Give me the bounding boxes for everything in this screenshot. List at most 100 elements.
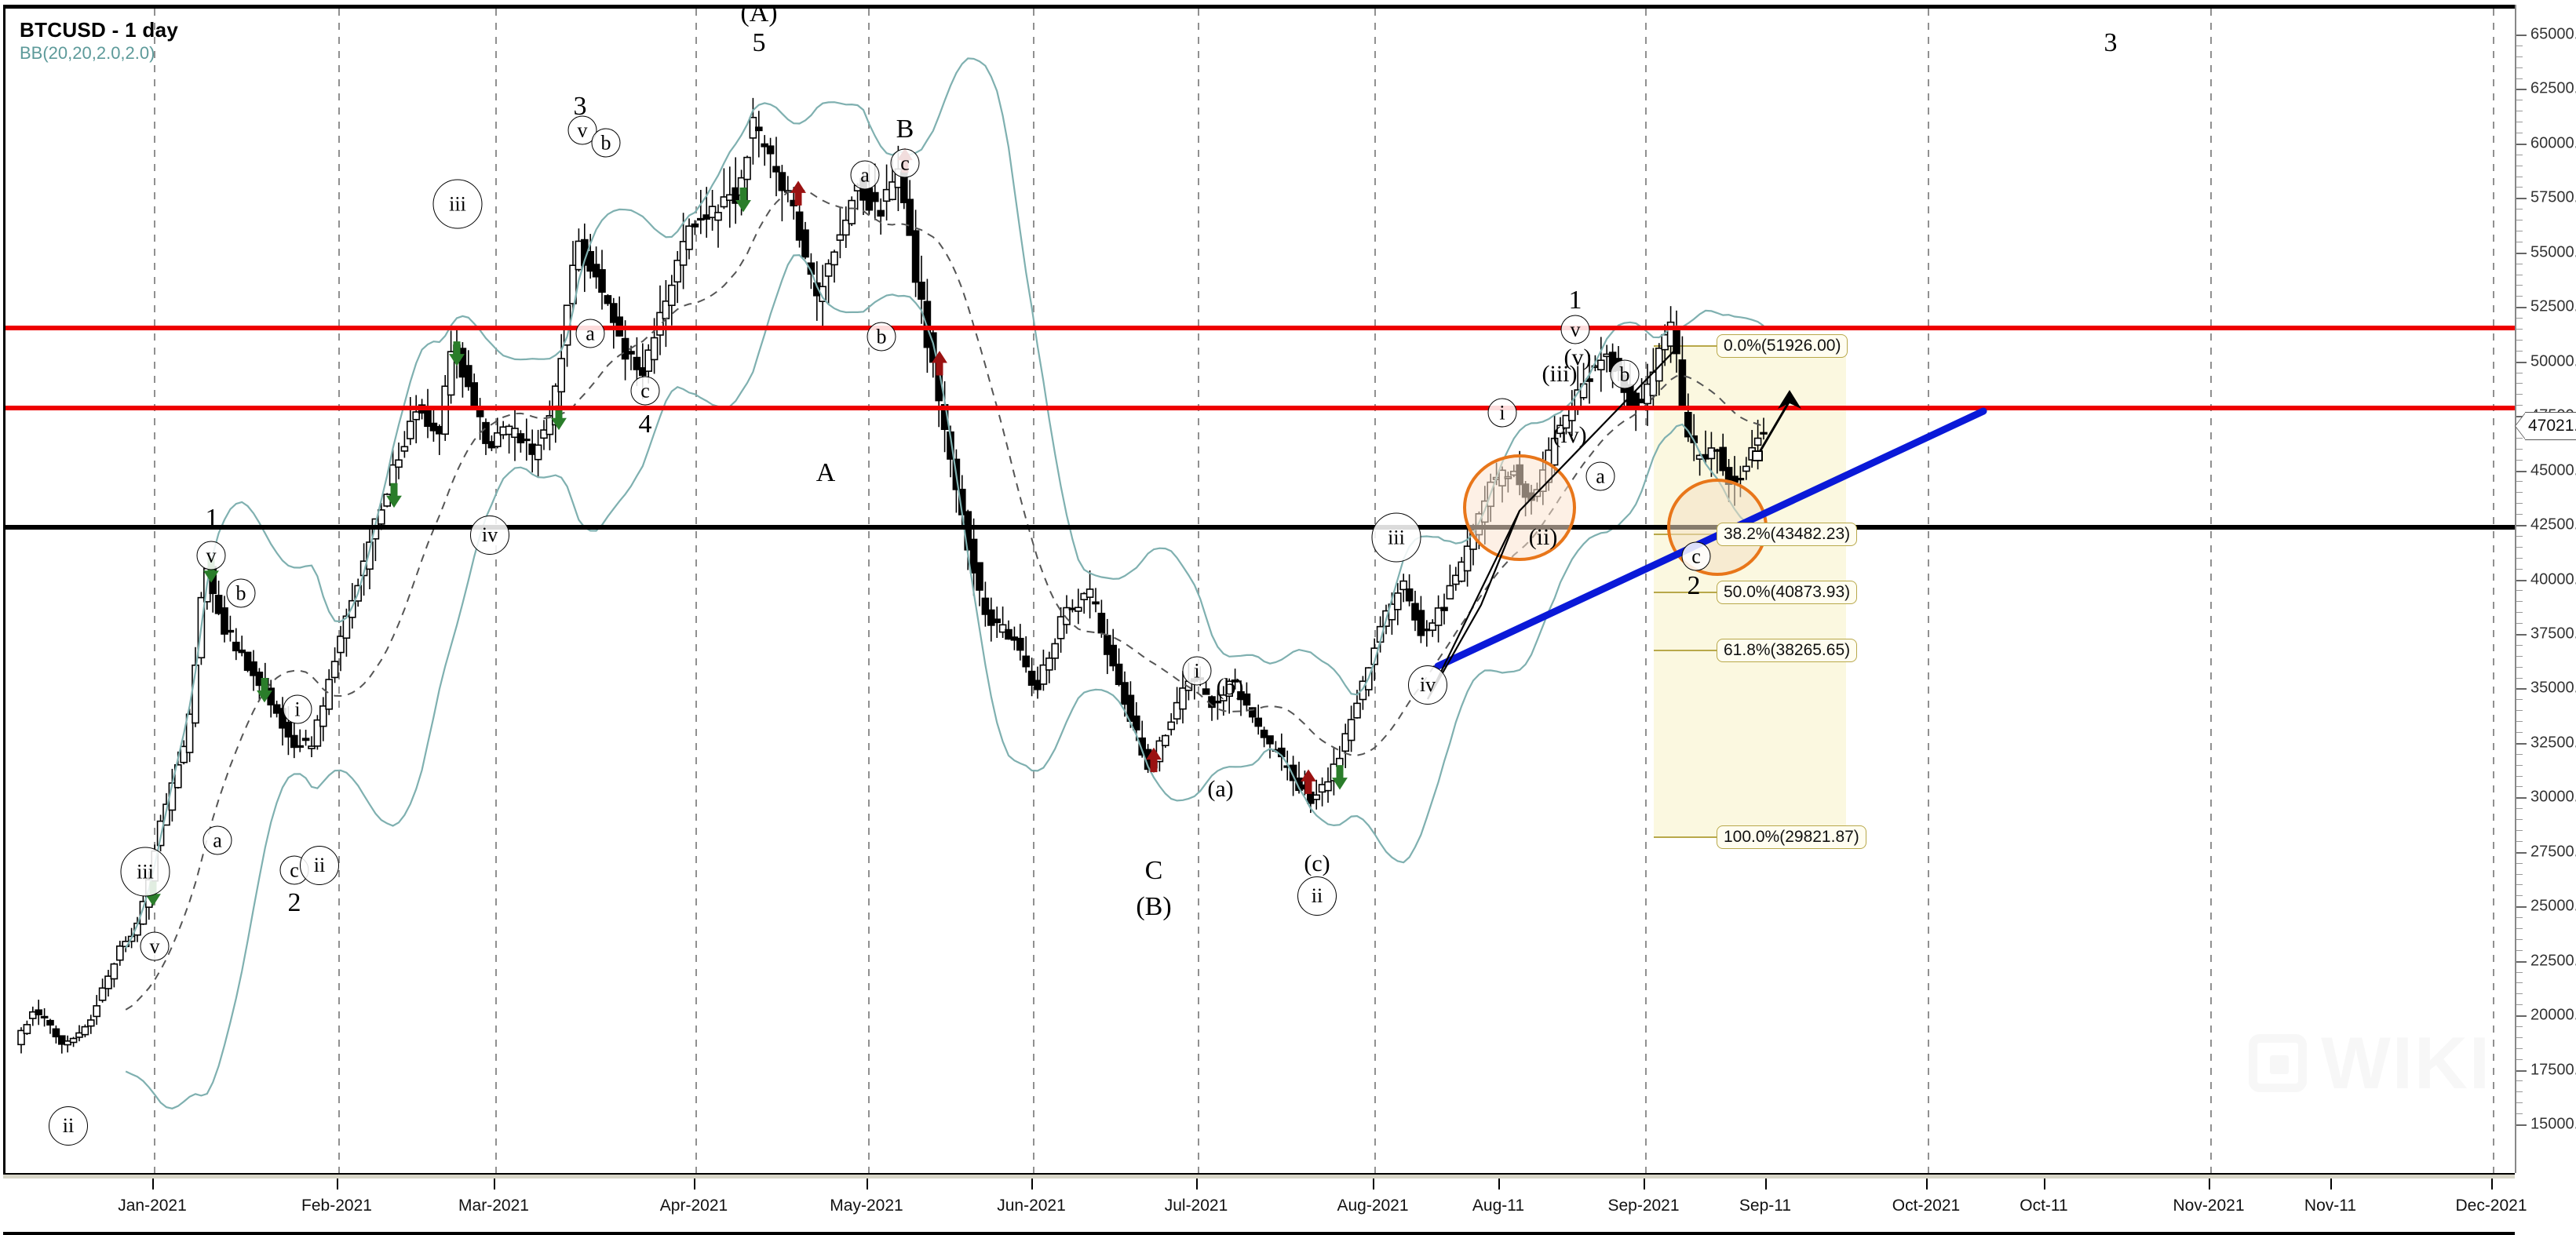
price-minor-tick	[2516, 884, 2523, 886]
price-minor-tick	[2516, 568, 2523, 570]
price-minor-tick	[2516, 329, 2523, 330]
price-tick	[2516, 1015, 2527, 1018]
date-tick-label: Jan-2021	[118, 1197, 187, 1215]
price-minor-tick	[2516, 535, 2523, 537]
price-minor-tick	[2516, 1091, 2523, 1093]
price-minor-tick	[2516, 731, 2523, 733]
price-tick	[2516, 143, 2527, 145]
wave-label-1-40: 1	[1568, 286, 1582, 315]
wave-label-A-25: A	[815, 458, 836, 487]
date-tick-label: Apr-2021	[659, 1197, 728, 1215]
price-tick-label: 20000.00	[2530, 1006, 2576, 1024]
price-tick	[2516, 252, 2527, 254]
current-price-value: 47021.87	[2525, 412, 2576, 441]
annotation-overlay-layer	[5, 148, 2515, 906]
price-tick-label: 42500.00	[2530, 515, 2576, 534]
price-tick	[2516, 851, 2527, 854]
date-tick-label: Feb-2021	[301, 1197, 372, 1215]
date-tick	[337, 1179, 338, 1189]
price-tick-label: 45000.00	[2530, 461, 2576, 479]
price-minor-tick	[2516, 318, 2523, 319]
date-tick-label: Sep-11	[1739, 1197, 1792, 1215]
wave-label-2-45: 2	[1687, 571, 1701, 600]
price-minor-tick	[2516, 459, 2523, 461]
date-tick-label: Mar-2021	[458, 1197, 529, 1215]
price-tick	[2516, 1124, 2527, 1126]
fib-level-label-50: 50.0%(40873.93)	[1717, 581, 1858, 604]
price-minor-tick	[2516, 938, 2523, 940]
price-axis[interactable]: 65000.00 62500.00 60000.00 57500.00 55000.00…	[2515, 5, 2576, 1173]
price-minor-tick	[2516, 67, 2523, 68]
wave-label-2-6: 2	[287, 888, 301, 917]
price-minor-tick	[2516, 623, 2523, 625]
price-minor-tick	[2516, 383, 2523, 384]
price-tick	[2516, 742, 2527, 745]
date-axis[interactable]: Jan-2021 Feb-2021 Mar-2021 Apr-2021 May-2021…	[3, 1173, 2527, 1235]
wave-label-5-20: 5	[752, 28, 766, 57]
date-tick	[2330, 1179, 2332, 1189]
date-tick	[2044, 1179, 2045, 1189]
wave-label-b-24: b	[867, 322, 896, 352]
price-minor-tick	[2516, 546, 2523, 548]
price-minor-tick	[2516, 1080, 2523, 1082]
wave-label-iii-12: iii	[432, 179, 483, 229]
price-minor-tick	[2516, 1058, 2523, 1060]
price-minor-tick	[2516, 819, 2523, 821]
wave-label-b-15: b	[591, 128, 621, 158]
wave-label-a-21: a	[850, 160, 880, 190]
price-minor-tick	[2516, 982, 2523, 984]
price-minor-tick	[2516, 1102, 2523, 1104]
date-tick	[867, 1179, 868, 1189]
price-minor-tick	[2516, 808, 2523, 810]
date-tick	[1498, 1179, 1500, 1189]
price-minor-tick	[2516, 601, 2523, 603]
price-minor-tick	[2516, 1004, 2523, 1006]
date-axis-band	[3, 1175, 2515, 1179]
price-tick	[2516, 361, 2527, 363]
current-price-marker: 47021.87	[2515, 412, 2576, 441]
date-tick	[2491, 1179, 2493, 1189]
price-minor-tick	[2516, 405, 2523, 406]
price-minor-tick	[2516, 721, 2523, 723]
price-minor-tick	[2516, 949, 2523, 951]
price-minor-tick	[2516, 699, 2523, 701]
price-tick-label: 55000.00	[2530, 243, 2576, 261]
price-minor-tick	[2516, 764, 2523, 766]
date-tick	[1644, 1179, 1645, 1189]
price-minor-tick	[2516, 285, 2523, 286]
date-tick	[152, 1179, 154, 1189]
price-tick-label: 50000.00	[2530, 352, 2576, 370]
wave-label-v-41: v	[1560, 315, 1590, 344]
date-tick-label: Jul-2021	[1164, 1197, 1228, 1215]
wave-label-c-22: c	[890, 148, 920, 178]
price-minor-tick	[2516, 862, 2523, 864]
date-tick-label: Jun-2021	[997, 1197, 1066, 1215]
price-tick-label: 37500.00	[2530, 625, 2576, 643]
wave-label-iii-2: iii	[120, 847, 170, 897]
price-minor-tick	[2516, 187, 2523, 188]
date-tick	[694, 1179, 695, 1189]
date-tick	[494, 1179, 495, 1189]
date-tick	[1373, 1179, 1374, 1189]
price-tick-label: 30000.00	[2530, 788, 2576, 806]
price-tick-label: 27500.00	[2530, 843, 2576, 861]
price-minor-tick	[2516, 514, 2523, 515]
price-tick	[2516, 35, 2527, 36]
wave-label-1-7: 1	[205, 504, 219, 533]
date-tick	[1031, 1179, 1033, 1189]
price-tick-label: 65000.00	[2530, 25, 2576, 43]
wave-label-v-39: (v)	[1563, 344, 1592, 370]
wave-label-v-1: v	[140, 931, 170, 961]
wave-label-b-42: b	[1610, 359, 1640, 389]
price-minor-tick	[2516, 753, 2523, 755]
wave-label-b-9: b	[226, 578, 256, 608]
price-tick-label: 52500.00	[2530, 297, 2576, 315]
date-tick	[1196, 1179, 1198, 1189]
price-minor-tick	[2516, 666, 2523, 668]
date-tick-label: Dec-2021	[2455, 1197, 2527, 1215]
wave-label-c-44: c	[1681, 541, 1711, 571]
price-minor-tick	[2516, 590, 2523, 592]
price-tick	[2516, 906, 2527, 909]
